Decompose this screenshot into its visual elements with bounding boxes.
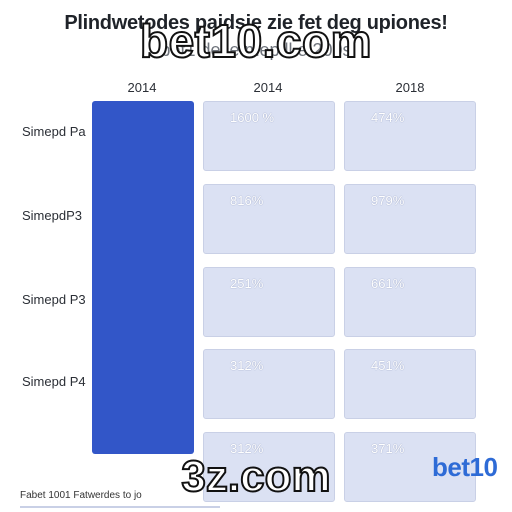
column-header-1: 2014 [127,80,157,95]
cell-value: 451% [371,358,405,373]
table-cell: 816% [203,184,335,254]
cell-value: 979% [371,193,405,208]
row-label-3: Simepd P3 [22,292,86,307]
cell-value: 251% [230,276,264,291]
table-cell: 1600 % [203,101,335,171]
cell-value: 312% [230,441,264,456]
column-header-2: 2014 [253,80,283,95]
row-label-2: SimepdP3 [22,208,82,223]
table-cell: 979% [344,184,476,254]
chart-subtitle: bet1 dese mep ll e 200s [160,40,352,60]
table-cell: 251% [203,267,335,337]
table-cell: 312% [203,349,335,419]
cell-value: 1600 % [230,110,275,125]
table-cell: 474% [344,101,476,171]
highlight-column-bar [92,101,194,454]
column-header-3: 2018 [395,80,425,95]
row-label-4: Simepd P4 [22,374,86,389]
row-label-1: Simepd Pa [22,124,86,139]
cell-value: 312% [230,358,264,373]
footer-rule [20,506,220,508]
table-cell: 451% [344,349,476,419]
cell-value: 661% [371,276,405,291]
cell-value: 371% [371,441,405,456]
table-cell: 371% [344,432,476,502]
table-cell: 661% [344,267,476,337]
cell-value: 474% [371,110,405,125]
footnote: Fabet 1001 Fatwerdes to jo [20,490,142,501]
chart-title: Plindwetodes paidsie zie fet deg upiones… [64,12,448,34]
brand-logo: bet10 [432,452,498,482]
table-cell: 312% [203,432,335,502]
cell-value: 816% [230,193,264,208]
